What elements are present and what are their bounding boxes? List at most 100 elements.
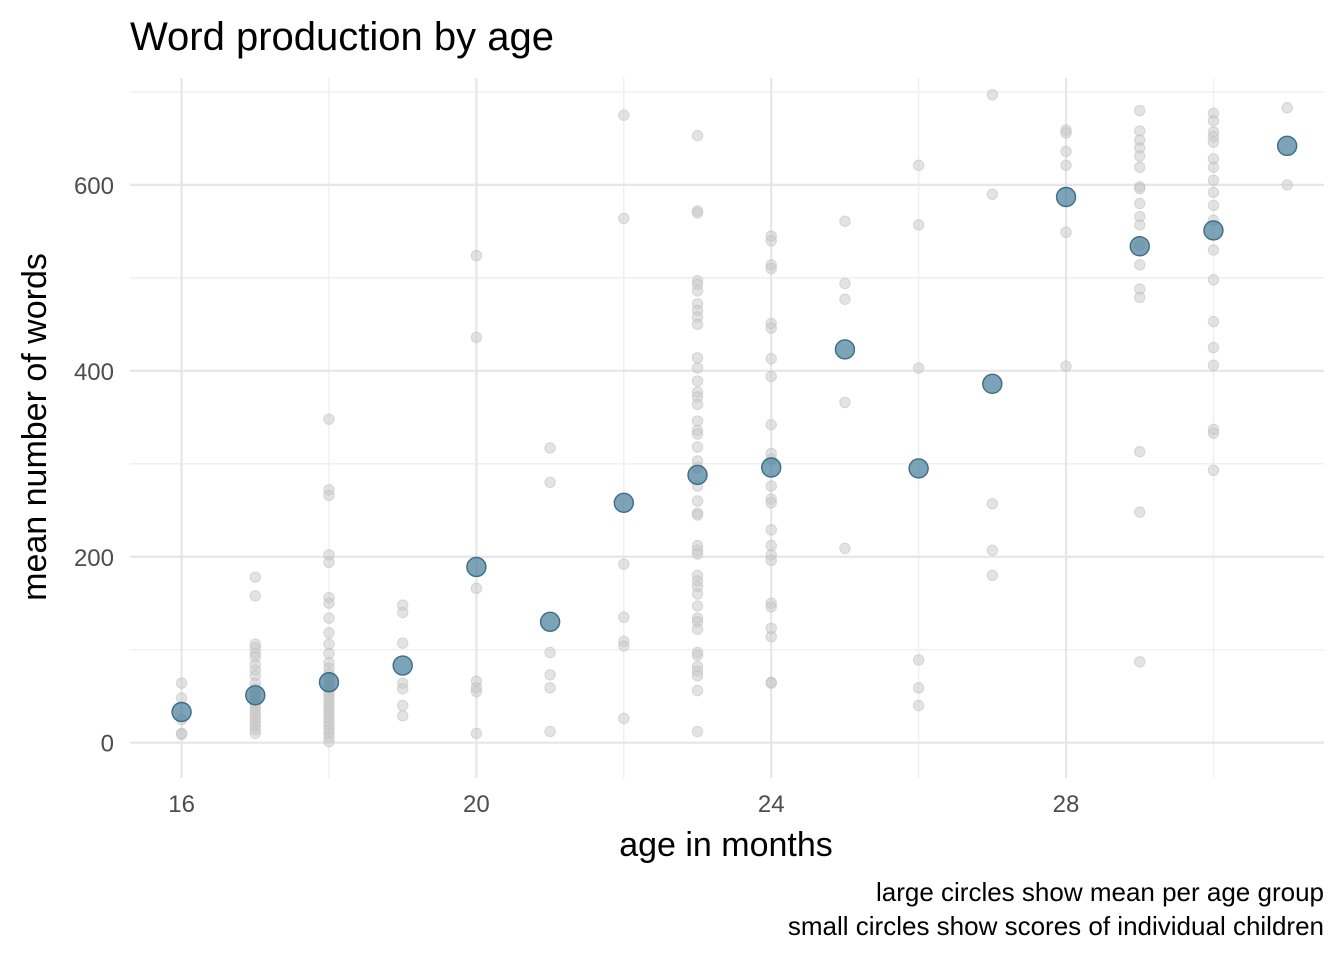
individual-point: [839, 396, 851, 409]
individual-point: [1134, 182, 1146, 195]
individual-point: [691, 670, 704, 682]
individual-point: [618, 712, 630, 725]
individual-point: [1207, 274, 1220, 286]
individual-point: [249, 727, 261, 740]
y-axis-title: mean number of words: [16, 253, 54, 601]
individual-point: [765, 497, 777, 509]
mean-point: [1276, 135, 1298, 157]
individual-point: [1134, 259, 1146, 271]
individual-point: [397, 606, 409, 619]
mean-point: [761, 457, 782, 478]
y-tick-label: 400: [74, 359, 114, 386]
y-tick-label: 200: [74, 545, 114, 572]
individual-point: [1134, 161, 1146, 173]
individual-point: [691, 623, 704, 635]
individual-point: [912, 654, 925, 666]
mean-point: [613, 492, 635, 514]
individual-point: [839, 542, 851, 555]
mean-point: [1203, 220, 1224, 241]
individual-point: [470, 331, 483, 344]
individual-point: [1207, 115, 1220, 127]
individual-point: [1060, 159, 1072, 172]
individual-point: [1134, 506, 1146, 518]
x-tick-label: 28: [1053, 791, 1080, 818]
individual-point: [397, 710, 409, 722]
x-tick-label: 24: [758, 791, 785, 818]
individual-point: [765, 322, 777, 334]
mean-point: [982, 373, 1003, 395]
individual-point: [249, 590, 261, 602]
individual-point: [323, 556, 335, 569]
individual-point: [1207, 359, 1220, 371]
chart-title: Word production by age: [130, 15, 554, 59]
individual-point: [618, 611, 630, 623]
individual-point: [1207, 136, 1220, 148]
individual-point: [912, 699, 925, 712]
individual-point: [618, 558, 630, 570]
individual-point: [691, 398, 704, 410]
x-tick-label: 16: [168, 791, 195, 818]
individual-point: [618, 212, 630, 225]
individual-point: [1207, 464, 1220, 476]
mean-point: [171, 701, 192, 723]
mean-point: [245, 685, 266, 706]
individual-point: [1134, 219, 1146, 231]
grid: [130, 78, 1324, 778]
individual-point: [1060, 145, 1072, 158]
individual-point: [986, 569, 999, 582]
individual-point: [691, 375, 704, 387]
individual-point: [691, 684, 704, 697]
individual-point: [544, 682, 556, 694]
individual-point: [691, 441, 704, 453]
individual-point: [1207, 174, 1220, 186]
y-tick-label: 600: [74, 173, 114, 200]
mean-point: [1055, 186, 1077, 208]
individual-point: [175, 692, 188, 704]
individual-point: [691, 725, 704, 738]
individual-point: [986, 544, 999, 556]
individual-point: [912, 219, 925, 231]
individual-point: [1060, 226, 1072, 239]
y-tick-label: 0: [101, 731, 114, 758]
individual-point: [1134, 104, 1146, 117]
individual-point: [765, 630, 777, 643]
mean-point: [318, 672, 340, 693]
individual-point: [691, 495, 704, 507]
individual-point: [470, 727, 483, 740]
x-tick-label: 20: [463, 791, 490, 818]
individual-point: [765, 419, 777, 431]
individual-point: [691, 318, 704, 331]
individual-point: [1281, 102, 1293, 114]
individual-point: [175, 677, 188, 689]
individual-point: [323, 489, 335, 502]
caption-line-1: large circles show mean per age group: [876, 877, 1324, 907]
individual-point: [397, 699, 409, 712]
individual-point: [544, 442, 556, 454]
individual-point: [397, 683, 409, 695]
mean-points: [171, 135, 1298, 723]
individual-point: [765, 353, 777, 365]
individual-point: [912, 159, 925, 172]
individual-point: [1060, 360, 1072, 372]
individual-point: [1207, 341, 1220, 354]
individual-point: [765, 524, 777, 536]
individual-point: [544, 476, 556, 489]
mean-point: [834, 339, 856, 360]
individual-point: [912, 682, 925, 694]
individual-point: [323, 736, 335, 748]
individual-point: [691, 649, 704, 661]
individual-point: [765, 554, 777, 567]
individual-point: [618, 109, 630, 121]
individual-point: [691, 509, 704, 521]
individual-point: [765, 480, 777, 492]
individual-point: [618, 640, 630, 652]
individual-point: [691, 285, 704, 297]
individual-point: [691, 207, 704, 219]
individual-point: [1207, 427, 1220, 439]
individual-point: [1134, 150, 1146, 162]
mean-point: [687, 464, 708, 486]
individual-point: [765, 370, 777, 383]
individual-point: [1207, 186, 1220, 199]
mean-point: [1129, 236, 1150, 257]
